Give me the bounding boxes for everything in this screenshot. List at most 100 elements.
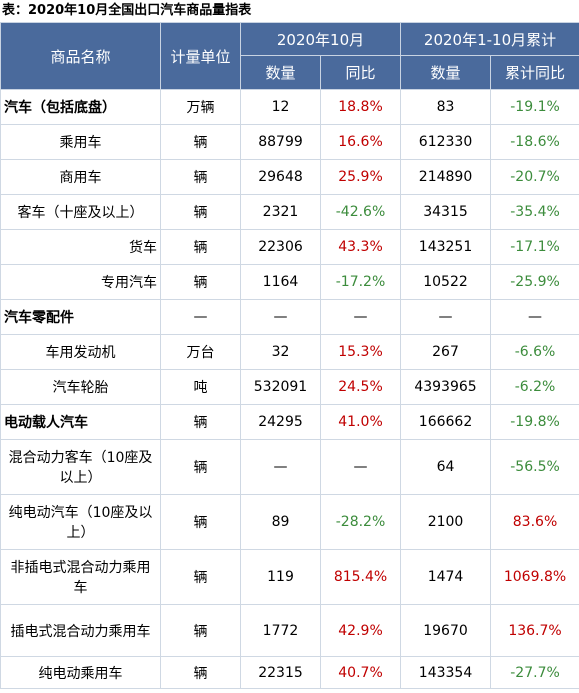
row-unit: 辆 (160, 124, 241, 160)
row-qty: 119 (240, 549, 321, 605)
row-cum-qty: 10522 (400, 264, 492, 300)
table-caption: 表：2020年10月全国出口汽车商品量指表 (2, 3, 252, 18)
row-cum-qty: 1474 (400, 549, 492, 605)
row-cum-qty: 214890 (400, 159, 492, 195)
row-unit: 辆 (160, 264, 241, 300)
row-unit: 辆 (160, 229, 241, 265)
row-qty: 1772 (240, 604, 321, 657)
row-qty: 22306 (240, 229, 321, 265)
row-cum-yoy: -6.6% (490, 334, 579, 370)
row-qty: 2321 (240, 194, 321, 230)
row-cum-qty: — (400, 299, 492, 335)
header-month-qty: 数量 (240, 55, 321, 90)
row-yoy: 18.8% (319, 89, 402, 125)
table-row: 汽车轮胎 吨 532091 24.5% 4393965 -6.2% (0, 369, 579, 405)
row-name: 电动载人汽车 (0, 404, 161, 440)
header-month-yoy: 同比 (319, 55, 402, 90)
row-name: 车用发动机 (0, 334, 161, 370)
table-row: 车用发动机 万台 32 15.3% 267 -6.6% (0, 334, 579, 370)
row-cum-qty: 83 (400, 89, 492, 125)
row-name: 商用车 (0, 159, 161, 195)
row-unit: 万台 (160, 334, 241, 370)
row-qty: 1164 (240, 264, 321, 300)
row-qty: 29648 (240, 159, 321, 195)
row-yoy: -17.2% (319, 264, 402, 300)
row-cum-qty: 143251 (400, 229, 492, 265)
table-row: 纯电动乘用车 辆 22315 40.7% 143354 -27.7% (0, 656, 579, 689)
row-qty: — (240, 439, 321, 495)
export-table: 商品名称 计量单位 2020年10月 2020年1-10月累计 数量 同比 数量… (0, 22, 579, 689)
row-cum-yoy: -56.5% (490, 439, 579, 495)
row-cum-yoy: -25.9% (490, 264, 579, 300)
table-row: 专用汽车 辆 1164 -17.2% 10522 -25.9% (0, 264, 579, 300)
row-cum-yoy: — (490, 299, 579, 335)
table-row: 纯电动汽车（10座及以上） 辆 89 -28.2% 2100 83.6% (0, 494, 579, 550)
table-row: 电动载人汽车 辆 24295 41.0% 166662 -19.8% (0, 404, 579, 440)
row-unit: 辆 (160, 194, 241, 230)
row-yoy: 41.0% (319, 404, 402, 440)
row-unit: — (160, 299, 241, 335)
row-yoy: 15.3% (319, 334, 402, 370)
header-row-top: 商品名称 计量单位 2020年10月 2020年1-10月累计 (0, 22, 579, 90)
row-unit: 辆 (160, 159, 241, 195)
row-unit: 辆 (160, 549, 241, 605)
row-qty: — (240, 299, 321, 335)
header-cum-qty: 数量 (400, 55, 492, 90)
row-cum-yoy: -27.7% (490, 656, 579, 689)
row-yoy: -42.6% (319, 194, 402, 230)
row-cum-yoy: 136.7% (490, 604, 579, 657)
row-cum-qty: 19670 (400, 604, 492, 657)
row-unit: 辆 (160, 494, 241, 550)
row-qty: 89 (240, 494, 321, 550)
header-name: 商品名称 (0, 22, 161, 90)
row-unit: 辆 (160, 656, 241, 689)
row-unit: 辆 (160, 404, 241, 440)
row-qty: 12 (240, 89, 321, 125)
row-name: 混合动力客车（10座及以上） (0, 439, 161, 495)
row-yoy: 25.9% (319, 159, 402, 195)
row-yoy: 43.3% (319, 229, 402, 265)
row-cum-yoy: -18.6% (490, 124, 579, 160)
row-cum-qty: 4393965 (400, 369, 492, 405)
row-name: 汽车零配件 (0, 299, 161, 335)
row-name: 纯电动乘用车 (0, 656, 161, 689)
row-name: 汽车轮胎 (0, 369, 161, 405)
row-name: 纯电动汽车（10座及以上） (0, 494, 161, 550)
row-unit: 辆 (160, 439, 241, 495)
row-name: 插电式混合动力乘用车 (0, 604, 161, 657)
row-cum-yoy: -35.4% (490, 194, 579, 230)
row-qty: 532091 (240, 369, 321, 405)
row-qty: 22315 (240, 656, 321, 689)
row-cum-yoy: 1069.8% (490, 549, 579, 605)
row-yoy: 24.5% (319, 369, 402, 405)
row-cum-yoy: -17.1% (490, 229, 579, 265)
header-cumulative-group: 2020年1-10月累计 (400, 22, 579, 56)
table-row: 汽车零配件 — — — — — (0, 299, 579, 335)
row-name: 汽车（包括底盘） (0, 89, 161, 125)
row-name: 非插电式混合动力乘用车 (0, 549, 161, 605)
row-name: 货车 (0, 229, 161, 265)
row-cum-yoy: 83.6% (490, 494, 579, 550)
table-row: 非插电式混合动力乘用车 辆 119 815.4% 1474 1069.8% (0, 549, 579, 605)
row-unit: 辆 (160, 604, 241, 657)
row-cum-qty: 34315 (400, 194, 492, 230)
row-cum-yoy: -6.2% (490, 369, 579, 405)
header-unit: 计量单位 (160, 22, 241, 90)
table-row: 混合动力客车（10座及以上） 辆 — — 64 -56.5% (0, 439, 579, 495)
row-yoy: 40.7% (319, 656, 402, 689)
table-row: 货车 辆 22306 43.3% 143251 -17.1% (0, 229, 579, 265)
row-name: 专用汽车 (0, 264, 161, 300)
row-qty: 88799 (240, 124, 321, 160)
row-yoy: — (319, 299, 402, 335)
table-row: 插电式混合动力乘用车 辆 1772 42.9% 19670 136.7% (0, 604, 579, 657)
row-cum-qty: 267 (400, 334, 492, 370)
row-yoy: 16.6% (319, 124, 402, 160)
header-cum-yoy: 累计同比 (490, 55, 579, 90)
header-row-sub: 数量 同比 数量 累计同比 (1, 55, 579, 90)
row-cum-yoy: -20.7% (490, 159, 579, 195)
row-yoy: 42.9% (319, 604, 402, 657)
row-cum-yoy: -19.8% (490, 404, 579, 440)
row-unit: 吨 (160, 369, 241, 405)
table-row: 汽车（包括底盘） 万辆 12 18.8% 83 -19.1% (0, 89, 579, 125)
row-qty: 32 (240, 334, 321, 370)
